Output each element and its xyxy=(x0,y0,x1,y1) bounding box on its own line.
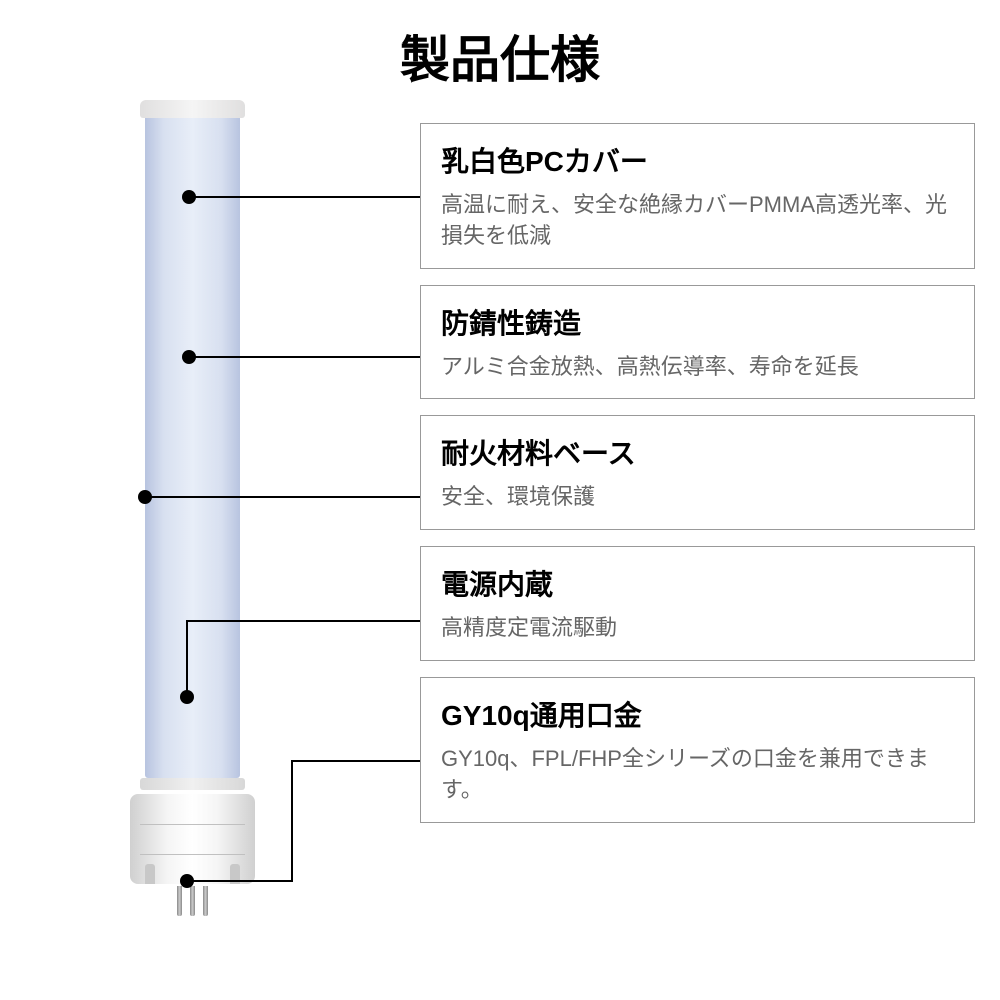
page-title: 製品仕様 xyxy=(400,20,600,92)
callout-line xyxy=(186,620,188,696)
callout-item: 防錆性鋳造 アルミ合金放熱、高熱伝導率、寿命を延長 xyxy=(420,285,975,400)
callout-title: 電源内蔵 xyxy=(441,563,954,603)
callout-desc: 高温に耐え、安全な絶縁カバーPMMA高透光率、光損失を低減 xyxy=(441,190,954,252)
tube-body xyxy=(145,118,240,778)
callout-title: 乳白色PCカバー xyxy=(441,140,954,180)
callout-line xyxy=(291,760,420,762)
callout-line xyxy=(151,496,420,498)
callout-dot xyxy=(138,490,152,504)
callout-title: GY10q通用口金 xyxy=(441,694,954,734)
callout-dot xyxy=(182,190,196,204)
callout-item: 電源内蔵 高精度定電流駆動 xyxy=(420,546,975,661)
callout-line xyxy=(186,880,293,882)
pins xyxy=(130,886,255,916)
product-illustration xyxy=(130,100,255,916)
callout-desc: 安全、環境保護 xyxy=(441,482,954,513)
callout-desc: 高精度定電流駆動 xyxy=(441,613,954,644)
callout-line xyxy=(186,620,420,622)
base-body xyxy=(130,794,255,884)
callout-title: 防錆性鋳造 xyxy=(441,302,954,342)
callout-desc: アルミ合金放熱、高熱伝導率、寿命を延長 xyxy=(441,352,954,383)
tube-cap xyxy=(140,100,245,118)
callout-item: 乳白色PCカバー 高温に耐え、安全な絶縁カバーPMMA高透光率、光損失を低減 xyxy=(420,123,975,269)
callout-line xyxy=(195,196,420,198)
callout-line xyxy=(195,356,420,358)
callout-line xyxy=(291,760,293,880)
callouts-container: 乳白色PCカバー 高温に耐え、安全な絶縁カバーPMMA高透光率、光損失を低減 防… xyxy=(420,123,975,839)
base-top xyxy=(140,778,245,790)
callout-item: GY10q通用口金 GY10q、FPL/FHP全シリーズの口金を兼用できます。 xyxy=(420,677,975,823)
callout-dot xyxy=(182,350,196,364)
callout-desc: GY10q、FPL/FHP全シリーズの口金を兼用できます。 xyxy=(441,744,954,806)
callout-title: 耐火材料ベース xyxy=(441,432,954,472)
callout-item: 耐火材料ベース 安全、環境保護 xyxy=(420,415,975,530)
